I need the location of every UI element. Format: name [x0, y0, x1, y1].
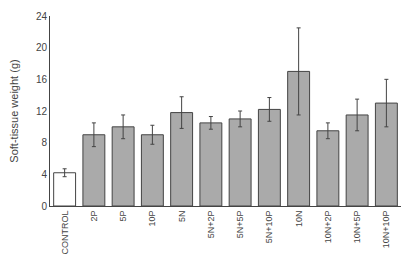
- svg-text:10P: 10P: [147, 211, 157, 227]
- svg-text:10N+10P: 10N+10P: [381, 211, 391, 249]
- svg-text:8: 8: [41, 137, 47, 148]
- svg-text:5N: 5N: [177, 211, 187, 223]
- svg-text:5N+2P: 5N+2P: [206, 211, 216, 239]
- svg-text:0: 0: [41, 201, 47, 212]
- svg-text:20: 20: [36, 42, 48, 53]
- svg-text:16: 16: [36, 74, 48, 85]
- svg-text:10N+2P: 10N+2P: [323, 211, 333, 244]
- svg-text:5N+5P: 5N+5P: [235, 211, 245, 239]
- svg-text:5P: 5P: [118, 211, 128, 222]
- svg-text:2P: 2P: [89, 211, 99, 222]
- svg-text:5N+10P: 5N+10P: [264, 211, 274, 244]
- svg-text:CONTROL: CONTROL: [60, 211, 70, 255]
- svg-text:12: 12: [36, 106, 48, 117]
- svg-text:10N+5P: 10N+5P: [352, 211, 362, 244]
- svg-text:24: 24: [36, 11, 48, 22]
- svg-text:10N: 10N: [294, 211, 304, 228]
- svg-text:Soft-tissue weight (g): Soft-tissue weight (g): [8, 59, 20, 162]
- svg-text:4: 4: [41, 169, 47, 180]
